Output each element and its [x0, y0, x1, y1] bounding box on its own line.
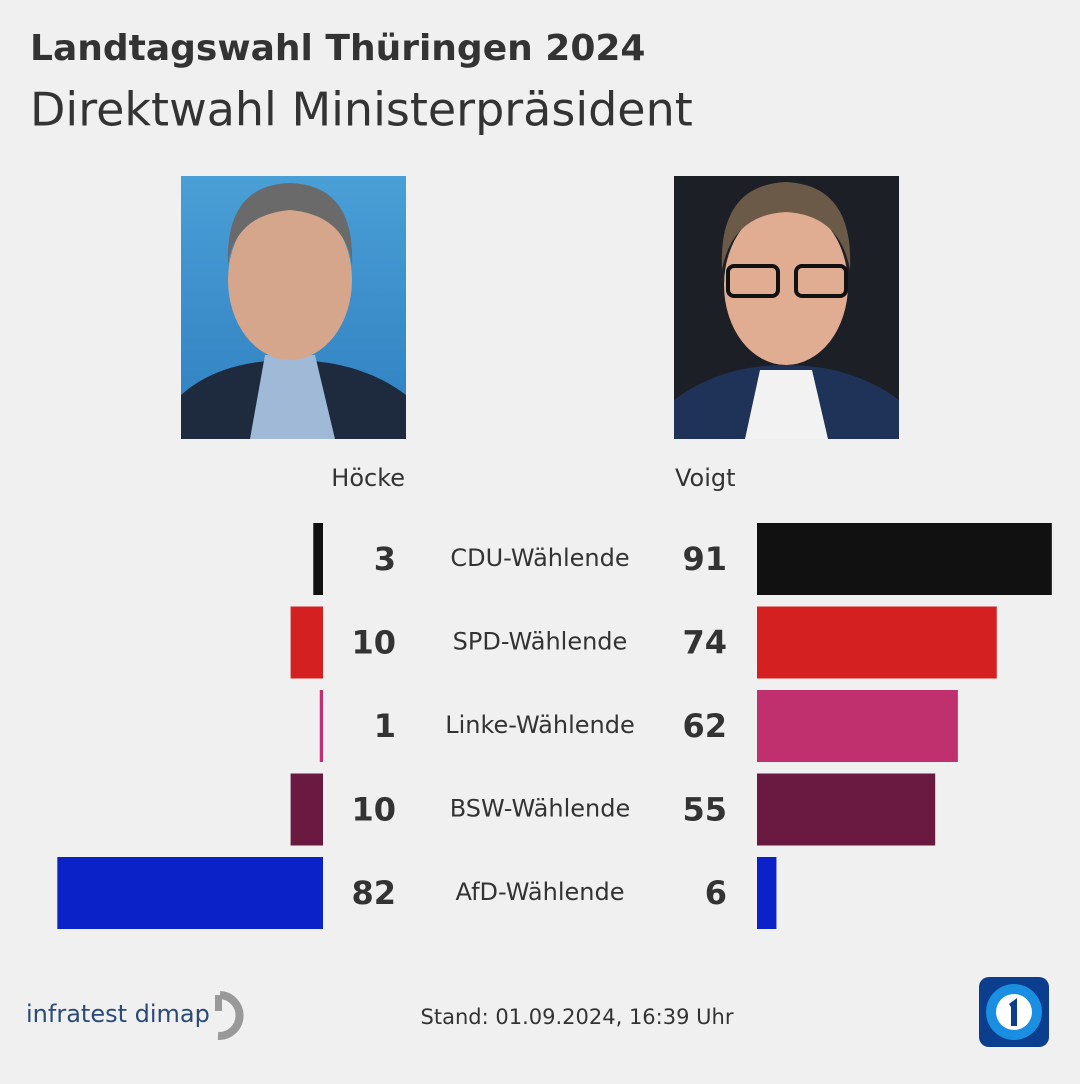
- value-label-right: 74: [682, 624, 727, 662]
- infratest-logo-icon: [215, 991, 244, 1040]
- footnote: Stand: 01.09.2024, 16:39 Uhr: [421, 1005, 734, 1029]
- bar-right: [757, 690, 958, 762]
- bar-right: [757, 523, 1052, 595]
- value-label-right: 6: [705, 874, 727, 912]
- bar-left: [290, 606, 323, 679]
- chart-subtitle: Direktwahl Ministerpräsident: [30, 83, 693, 137]
- value-label-right: 55: [682, 791, 727, 829]
- value-label-right: 62: [682, 707, 727, 745]
- bar-right: [757, 773, 936, 846]
- legend-right: Voigt: [675, 464, 736, 492]
- bar-right: [757, 857, 777, 929]
- value-label-left: 10: [351, 791, 396, 829]
- bar-left: [290, 773, 323, 846]
- category-label: Linke-Wählende: [445, 711, 635, 739]
- value-label-right: 91: [682, 540, 727, 578]
- bar-left: [57, 857, 323, 929]
- broadcaster-logo: [979, 977, 1049, 1047]
- value-label-left: 1: [374, 707, 396, 745]
- bar-left: [313, 523, 323, 595]
- bar-left: [319, 690, 323, 762]
- chart-title: Landtagswahl Thüringen 2024: [30, 28, 645, 69]
- category-label: CDU-Wählende: [450, 544, 629, 572]
- legend-left: Höcke: [331, 464, 405, 492]
- value-label-left: 10: [351, 624, 396, 662]
- photo-left: [181, 176, 406, 439]
- source: infratest dimap: [26, 1000, 210, 1028]
- bar-right: [757, 606, 997, 679]
- category-label: AfD-Wählende: [456, 878, 625, 906]
- category-label: BSW-Wählende: [450, 795, 630, 823]
- category-label: SPD-Wählende: [453, 628, 628, 656]
- photo-right: [674, 176, 899, 439]
- value-label-left: 3: [374, 540, 396, 578]
- value-label-left: 82: [351, 874, 396, 912]
